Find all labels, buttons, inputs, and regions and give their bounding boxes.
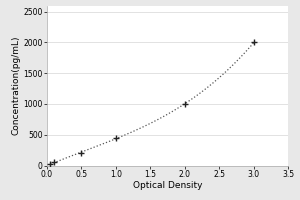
X-axis label: Optical Density: Optical Density bbox=[133, 181, 202, 190]
Y-axis label: Concentration(pg/mL): Concentration(pg/mL) bbox=[12, 36, 21, 135]
